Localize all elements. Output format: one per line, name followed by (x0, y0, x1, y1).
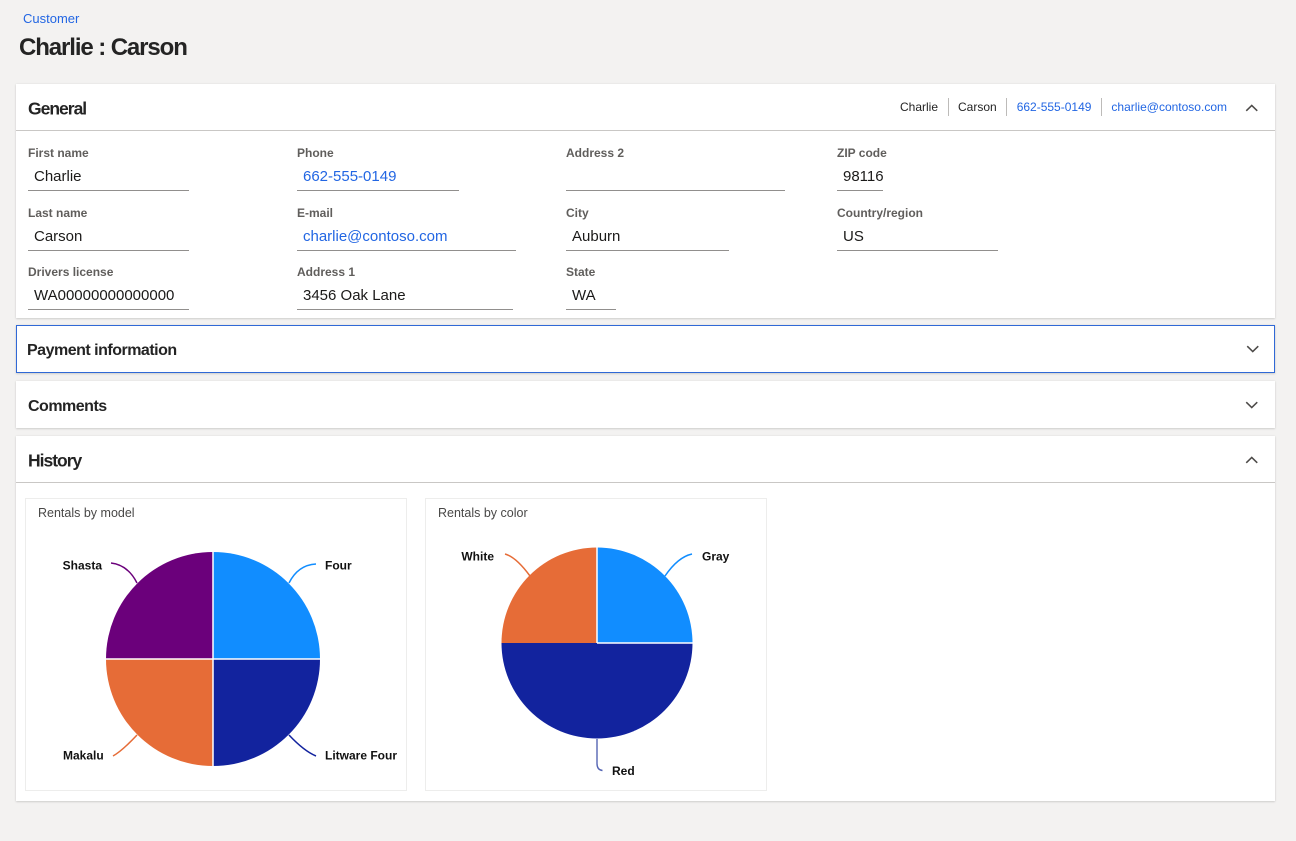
svg-text:Makalu: Makalu (63, 749, 104, 763)
svg-text:Litware Four: Litware Four (325, 749, 397, 763)
svg-text:Gray: Gray (702, 550, 730, 564)
svg-text:White: White (461, 550, 494, 564)
svg-text:Red: Red (612, 764, 635, 778)
svg-text:Shasta: Shasta (63, 559, 103, 573)
svg-text:Four: Four (325, 559, 352, 573)
